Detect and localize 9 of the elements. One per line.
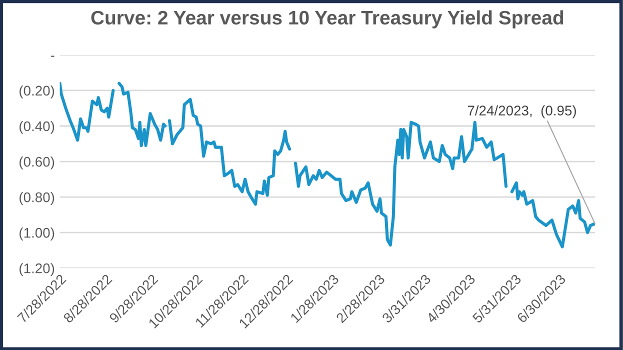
y-tick-label: (0.20)	[20, 85, 54, 98]
y-tick-label: (0.60)	[20, 156, 54, 170]
chart-title: Curve: 2 Year versus 10 Year Treasury Yield Spread	[91, 10, 564, 28]
y-tick-label: (1.00)	[20, 228, 54, 240]
annotation: 7/24/2023, (0.95)	[468, 105, 576, 118]
y-tick-label: (0.80)	[20, 192, 54, 205]
y-tick-label: (0.40)	[20, 120, 54, 134]
y-tick-label: (1.20)	[20, 263, 54, 276]
y-tick-label: -	[50, 56, 54, 57]
